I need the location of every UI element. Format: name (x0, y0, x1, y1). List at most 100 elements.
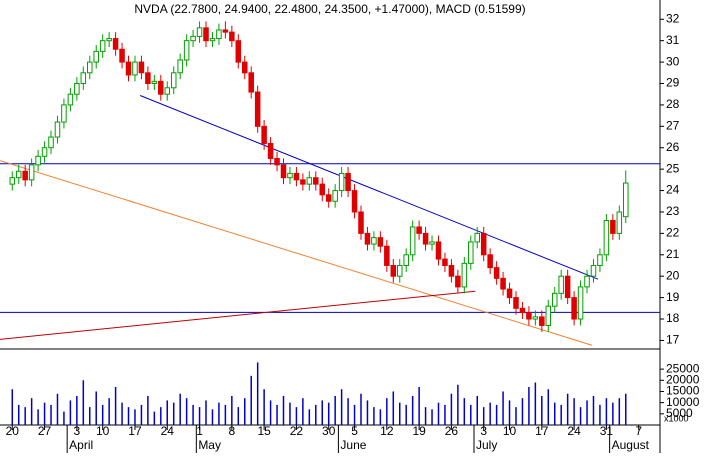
candle-body (158, 80, 164, 95)
trend-line (0, 160, 593, 346)
candle-body (577, 286, 584, 320)
volume-tick-label: 5000 (666, 406, 693, 420)
x-tick-label: 12 (380, 424, 394, 438)
candle-body (435, 241, 442, 260)
y-tick-label: 21 (666, 247, 680, 261)
candle-body (132, 61, 138, 76)
candle-body (377, 237, 384, 247)
candle-body (293, 172, 300, 181)
y-tick-label: 30 (666, 54, 680, 68)
candle-body (564, 275, 571, 299)
candle-body (513, 297, 519, 309)
x-tick-label: 3 (74, 424, 81, 438)
x-tick-label: 15 (257, 424, 271, 438)
candle-body (254, 91, 261, 127)
volume-tick-label: 20000 (666, 372, 700, 386)
y-tick-label: 23 (666, 204, 680, 218)
candle-body (267, 142, 274, 159)
candle-body (551, 292, 558, 307)
candle-body (403, 254, 409, 266)
candle-body (190, 35, 196, 42)
candle-body (67, 93, 74, 106)
candle-body (280, 164, 287, 179)
x-tick-label: 27 (38, 424, 52, 438)
y-tick-label: 20 (666, 268, 680, 282)
candle-body (99, 40, 106, 52)
x-tick-label: 1 (196, 424, 203, 438)
trend-line (0, 290, 476, 340)
y-tick-label: 18 (666, 311, 680, 325)
y-tick-label: 32 (666, 11, 680, 25)
y-tick-label: 26 (666, 140, 680, 154)
candle-body (216, 29, 222, 40)
x-tick-label: 24 (567, 424, 581, 438)
candle-body (170, 72, 177, 89)
x-tick-label: 19 (412, 424, 426, 438)
candle-body (48, 136, 54, 149)
candle-body (468, 241, 474, 264)
candle-body (384, 245, 390, 266)
candle-body (345, 172, 351, 192)
candle-body (41, 147, 48, 157)
candle-body (112, 38, 119, 50)
candle-body (229, 31, 235, 42)
candle-body (332, 190, 338, 202)
candle-body (15, 170, 22, 179)
candle-body (409, 226, 416, 256)
x-tick-label: 24 (161, 424, 175, 438)
candle-body (539, 316, 545, 326)
candle-body (616, 211, 623, 234)
candle-body (545, 305, 552, 326)
y-tick-label: 22 (666, 226, 680, 240)
candle-body (125, 61, 132, 76)
x-tick-label: 3 (480, 424, 487, 438)
candle-body (74, 83, 80, 95)
candle-body (487, 254, 493, 269)
x-tick-label: 10 (503, 424, 517, 438)
candle-body (338, 172, 345, 192)
y-tick-label: 29 (666, 76, 680, 90)
candle-body (145, 72, 151, 85)
candle-body (526, 312, 532, 320)
candle-body (106, 38, 112, 42)
x-tick-label: 17 (128, 424, 142, 438)
x-tick-label: 8 (228, 424, 235, 438)
candle-body (500, 277, 506, 290)
candle-body (22, 170, 28, 181)
candle-body (364, 232, 371, 245)
month-label: April (69, 438, 93, 452)
candle-body (300, 179, 306, 185)
candle-body (461, 262, 468, 288)
y-tick-label: 28 (666, 97, 680, 111)
candle-body (519, 307, 526, 314)
candle-body (151, 80, 158, 85)
candle-body (177, 59, 183, 74)
volume-tick-label: 10000 (666, 395, 700, 409)
candle-body (532, 316, 539, 320)
candle-body (274, 157, 280, 166)
candle-body (623, 182, 629, 218)
candle-body (222, 29, 229, 33)
candle-body (442, 258, 448, 266)
x-tick-label: 30 (322, 424, 336, 438)
candle-body (80, 72, 87, 85)
y-tick-label: 24 (666, 183, 680, 197)
candle-body (183, 40, 190, 61)
candle-body (61, 104, 67, 123)
x-tick-label: 26 (445, 424, 459, 438)
candle-body (571, 297, 577, 320)
month-label: July (476, 438, 497, 452)
candle-body (396, 264, 403, 277)
candle-body (35, 155, 41, 166)
candle-body (164, 87, 171, 95)
candle-body (54, 121, 61, 138)
candle-body (493, 267, 500, 279)
volume-unit: x1000 (664, 413, 689, 423)
candle-body (313, 177, 319, 185)
candle-body (429, 241, 435, 245)
x-tick-label: 20 (6, 424, 20, 438)
candle-body (590, 264, 597, 277)
candle-body (87, 61, 93, 74)
candle-body (209, 38, 216, 42)
